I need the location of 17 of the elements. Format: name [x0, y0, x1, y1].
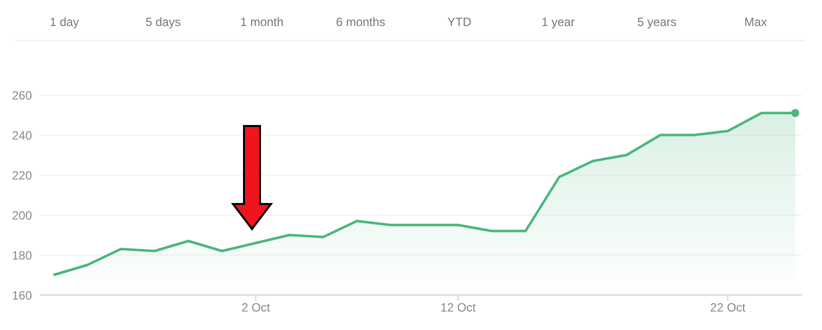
x-tick-label: 2 Oct — [241, 300, 271, 315]
text: 5 years — [636, 14, 678, 31]
text: 1 year — [540, 14, 576, 31]
y-tick-label: 240 — [12, 128, 32, 142]
x-tick-label: 12 Oct — [440, 300, 476, 315]
y-tick-label: 180 — [12, 248, 32, 262]
text: 5 days — [144, 14, 182, 31]
text: Max — [743, 14, 768, 31]
text: 1 day — [48, 14, 80, 31]
y-tick-label: 200 — [12, 208, 32, 222]
y-tick-label: 260 — [12, 88, 32, 102]
y-tick-label: 160 — [12, 288, 32, 302]
text: 1 month — [239, 14, 285, 31]
text: 6 months — [334, 14, 386, 31]
y-tick-label: 220 — [12, 168, 32, 182]
text: YTD — [446, 14, 472, 31]
x-tick-label: 22 Oct — [710, 300, 746, 315]
